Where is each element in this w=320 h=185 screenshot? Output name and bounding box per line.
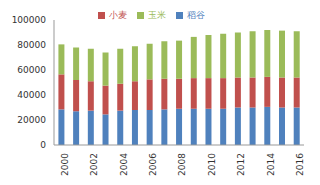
svg-text:2016: 2016 [295, 153, 305, 176]
svg-text:100000: 100000 [12, 15, 47, 25]
svg-text:2004: 2004 [119, 153, 129, 176]
svg-text:60000: 60000 [17, 65, 46, 75]
svg-text:0: 0 [40, 140, 46, 150]
svg-text:2014: 2014 [266, 153, 276, 176]
html-text:玉米: 玉米 [147, 10, 166, 20]
svg-text:2012: 2012 [236, 153, 246, 176]
svg-text:20000: 20000 [17, 115, 46, 125]
svg-text:40000: 40000 [17, 90, 46, 100]
html-text:小麦: 小麦 [108, 10, 127, 20]
svg-text:2006: 2006 [148, 153, 158, 176]
svg-text:2000: 2000 [60, 153, 70, 176]
html-text:稻谷: 稻谷 [186, 10, 205, 20]
svg-text:2002: 2002 [89, 153, 99, 176]
svg-text:2010: 2010 [207, 153, 217, 176]
svg-text:2008: 2008 [177, 153, 187, 176]
svg-text:80000: 80000 [17, 40, 46, 50]
